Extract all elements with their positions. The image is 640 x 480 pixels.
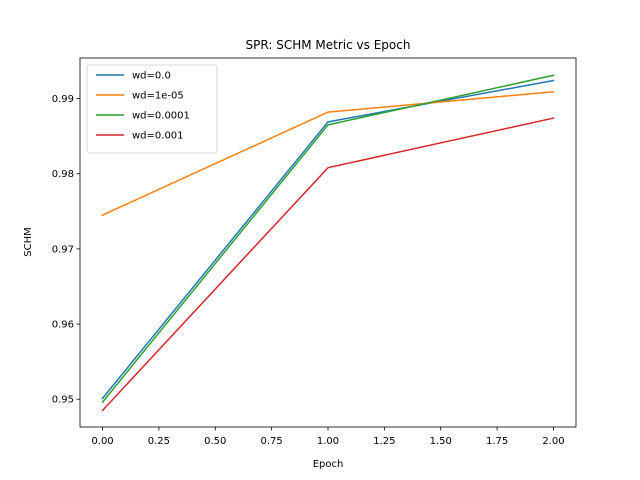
y-tick-label: 0.97 <box>52 244 74 255</box>
x-tick-label: 1.00 <box>317 436 339 447</box>
legend-box <box>86 64 218 154</box>
x-tick-label: 1.25 <box>373 436 395 447</box>
y-tick-label: 0.99 <box>52 94 74 105</box>
plot-area: 0.00 0.25 0.50 0.75 1.00 1.25 1.50 1.75 2.00 0.95… <box>52 57 577 447</box>
legend-label-3: wd=0.001 <box>132 131 184 142</box>
legend-label-0: wd=0.0 <box>132 71 171 82</box>
series-line-0 <box>101 79 555 400</box>
x-tick-label: 0.50 <box>204 436 226 447</box>
x-axis-label: Epoch <box>313 459 344 470</box>
series-line-3 <box>101 117 555 412</box>
y-tick-label: 0.96 <box>52 320 74 331</box>
y-tick-label: 0.98 <box>52 169 74 180</box>
legend: wd=0.0 wd=1e-05 wd=0.0001 wd=0.001 <box>86 64 218 154</box>
x-tick-label: 0.75 <box>261 436 283 447</box>
x-tick-label: 0.25 <box>148 436 170 447</box>
y-tick-label: 0.95 <box>52 395 74 406</box>
chart-title: SPR: SCHM Metric vs Epoch <box>246 38 411 52</box>
series-line-1 <box>101 90 555 217</box>
legend-label-1: wd=1e-05 <box>132 91 184 102</box>
y-axis-label: SCHM <box>23 227 34 256</box>
x-tick-label: 1.75 <box>486 436 508 447</box>
legend-label-2: wd=0.0001 <box>132 111 190 122</box>
x-tick-label: 0.00 <box>91 436 113 447</box>
series-line-2 <box>101 74 555 404</box>
x-tick-label: 2.00 <box>542 436 564 447</box>
x-tick-label: 1.50 <box>430 436 452 447</box>
